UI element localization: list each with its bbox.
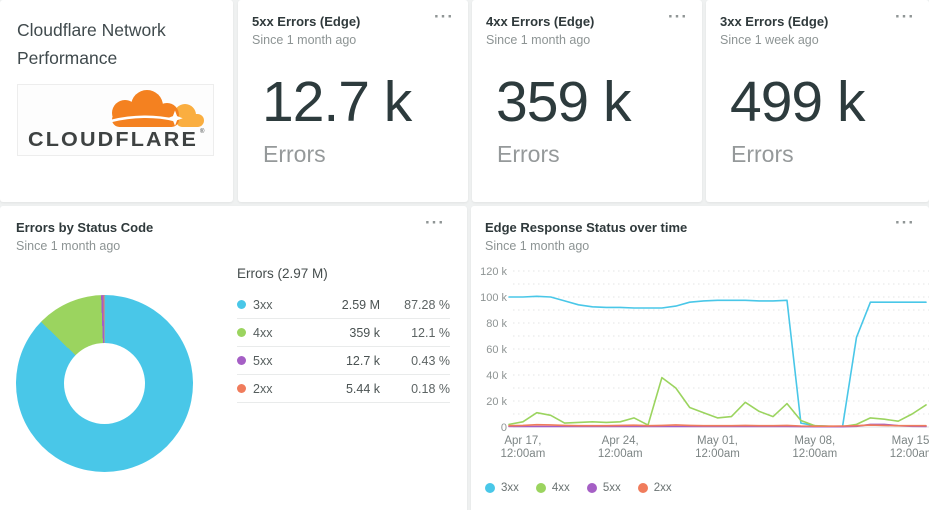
- kpi-subtitle: Since 1 week ago: [720, 33, 819, 48]
- cloudflare-logo-text: CLOUDFLARE: [28, 129, 198, 151]
- kpi-title: 4xx Errors (Edge): [486, 14, 595, 29]
- kpi-subtitle: Since 1 month ago: [486, 33, 591, 48]
- series-line-4xx[interactable]: [508, 376, 927, 428]
- kpi-unit-label: Errors: [497, 141, 560, 167]
- cloudflare-sparkle-icon: [166, 110, 183, 126]
- series-percent: 0.18 %: [411, 381, 450, 396]
- legend-row-2xx[interactable]: 2xx 5.44 k 0.18 %: [237, 375, 450, 403]
- panel-subtitle: Since 1 month ago: [16, 239, 121, 254]
- series-value: 5.44 k: [345, 381, 380, 396]
- overflow-menu-icon[interactable]: ···: [668, 7, 688, 26]
- x-tick-label: May 15,: [892, 435, 929, 447]
- series-name: 3xx: [501, 482, 519, 494]
- legend-row-3xx[interactable]: 3xx 2.59 M 87.28 %: [237, 291, 450, 319]
- chart-legend: 3xx 4xx 5xx 2xx: [485, 482, 672, 494]
- series-color-dot: [637, 483, 648, 493]
- y-tick-label: 80 k: [486, 318, 507, 330]
- overflow-menu-icon[interactable]: ···: [425, 213, 445, 232]
- series-value: 2.59 M: [341, 297, 380, 312]
- kpi-value: 499 k: [730, 70, 865, 134]
- y-tick-label: 20 k: [486, 396, 507, 408]
- y-tick-label: 60 k: [486, 344, 507, 356]
- kpi-title: 5xx Errors (Edge): [252, 14, 361, 29]
- kpi-title: 3xx Errors (Edge): [720, 14, 829, 29]
- cloudflare-swoosh: [109, 115, 175, 123]
- errors-by-status-code-panel: Errors by Status Code Since 1 month ago …: [0, 206, 467, 510]
- overflow-menu-icon[interactable]: ···: [434, 7, 454, 26]
- dashboard-title-card: Cloudflare Network Performance CLOUDFLAR…: [0, 0, 233, 202]
- overflow-menu-icon[interactable]: ···: [895, 213, 915, 232]
- cloudflare-logo-image: CLOUDFLARE ®: [28, 90, 205, 151]
- panel-title: Errors by Status Code: [16, 220, 154, 235]
- series-name: 5xx: [602, 482, 621, 494]
- x-tick-label: 12:00am: [501, 448, 546, 460]
- kpi-unit-label: Errors: [263, 141, 326, 167]
- kpi-card-4xx-errors: 4xx Errors (Edge) Since 1 month ago ··· …: [472, 0, 702, 202]
- legend-row-4xx[interactable]: 4xx 359 k 12.1 %: [237, 319, 450, 347]
- x-tick-label: 12:00am: [695, 448, 740, 460]
- series-value: 359 k: [349, 325, 380, 340]
- series-color-dot: [237, 384, 246, 393]
- legend-item-5xx[interactable]: 5xx: [586, 482, 621, 494]
- series-percent: 0.43 %: [411, 353, 450, 368]
- x-tick-label: 12:00am: [890, 448, 929, 460]
- cloudflare-logo: CLOUDFLARE ®: [17, 84, 214, 156]
- series-value: 12.7 k: [345, 353, 380, 368]
- kpi-value: 359 k: [496, 70, 631, 134]
- cloudflare-reg-mark: ®: [200, 128, 205, 135]
- y-tick-label: 100 k: [480, 292, 507, 304]
- kpi-card-3xx-errors: 3xx Errors (Edge) Since 1 week ago ··· 4…: [706, 0, 929, 202]
- x-tick-label: May 08,: [794, 435, 835, 447]
- overflow-menu-icon[interactable]: ···: [895, 7, 915, 26]
- series-name: 2xx: [653, 482, 672, 494]
- series-name: 2xx: [253, 381, 273, 396]
- kpi-value: 12.7 k: [262, 70, 412, 134]
- edge-response-status-panel: Edge Response Status over time Since 1 m…: [471, 206, 929, 510]
- x-tick-label: May 01,: [697, 435, 738, 447]
- series-name: 4xx: [253, 325, 273, 340]
- kpi-subtitle: Since 1 month ago: [252, 33, 357, 48]
- panel-title: Edge Response Status over time: [485, 220, 688, 235]
- series-name: 5xx: [253, 353, 273, 368]
- legend-item-4xx[interactable]: 4xx: [535, 482, 570, 494]
- series-line-2xx[interactable]: [508, 423, 927, 427]
- kpi-card-5xx-errors: 5xx Errors (Edge) Since 1 month ago ··· …: [238, 0, 468, 202]
- series-color-dot: [485, 483, 495, 493]
- series-name: 4xx: [551, 482, 570, 494]
- pie-legend-header: Errors (2.97 M): [237, 266, 328, 281]
- panel-subtitle: Since 1 month ago: [485, 239, 590, 254]
- x-tick-label: Apr 24,: [602, 435, 639, 447]
- legend-row-5xx[interactable]: 5xx 12.7 k 0.43 %: [237, 347, 450, 375]
- cloudflare-cloud-light: [173, 104, 204, 127]
- pie-legend-rows: 3xx 2.59 M 87.28 % 4xx 359 k 12.1 % 5xx 12.7 k 0…: [237, 291, 450, 403]
- series-name: 3xx: [253, 297, 273, 312]
- series-color-dot: [586, 483, 597, 493]
- series-color-dot: [535, 483, 546, 493]
- series-percent: 87.28 %: [404, 297, 450, 312]
- y-tick-label: 0: [501, 422, 507, 434]
- legend-item-2xx[interactable]: 2xx: [637, 482, 672, 494]
- pie-legend-table: Errors (2.97 M) 3xx 2.59 M 87.28 % 4xx 359 k…: [237, 266, 450, 403]
- legend-item-3xx[interactable]: 3xx: [485, 482, 519, 494]
- series-percent: 12.1 %: [411, 325, 450, 340]
- page-title: Cloudflare Network Performance: [17, 20, 166, 68]
- series-color-dot: [237, 356, 246, 365]
- series-line-3xx[interactable]: [508, 295, 927, 428]
- y-tick-label: 120 k: [480, 266, 507, 278]
- x-tick-label: 12:00am: [598, 448, 643, 460]
- x-tick-label: 12:00am: [792, 448, 837, 460]
- series-color-dot: [237, 300, 246, 309]
- kpi-unit-label: Errors: [731, 141, 794, 167]
- series-color-dot: [237, 328, 246, 337]
- y-tick-label: 40 k: [486, 370, 507, 382]
- x-tick-label: Apr 17,: [504, 435, 541, 447]
- cloudflare-cloud-icon: [111, 90, 179, 127]
- donut-chart[interactable]: [16, 295, 193, 472]
